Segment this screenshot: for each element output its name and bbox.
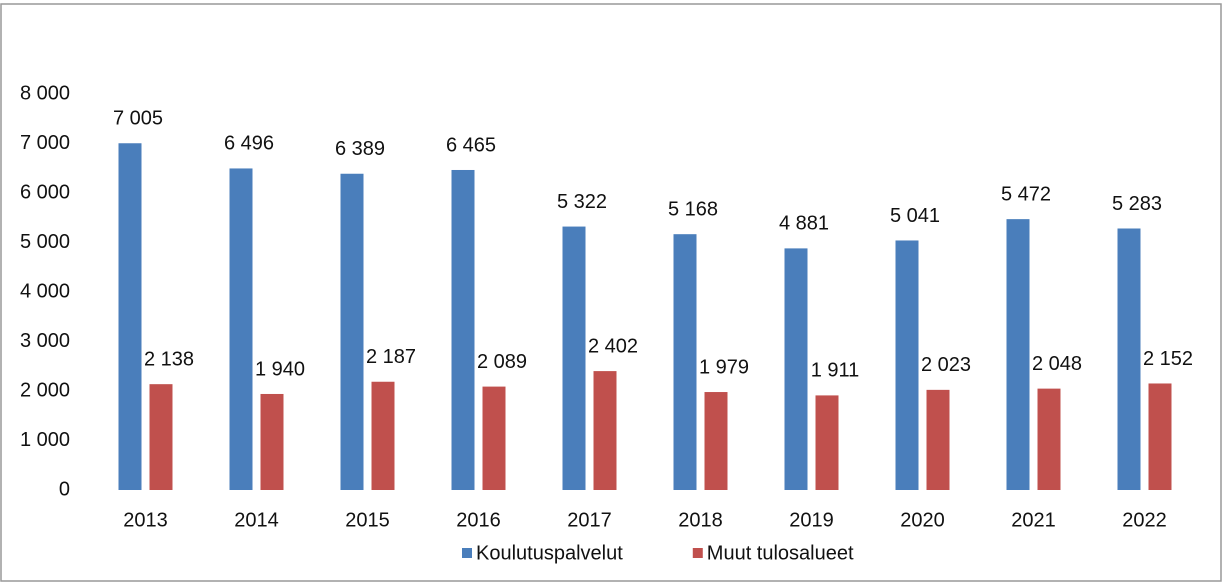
legend-swatch bbox=[692, 548, 703, 558]
x-tick-label: 2014 bbox=[234, 509, 279, 531]
legend-label: Koulutuspalvelut bbox=[476, 542, 623, 564]
x-tick-label: 2019 bbox=[789, 509, 834, 531]
legend-label: Muut tulosalueet bbox=[707, 542, 854, 564]
y-tick-label: 3 000 bbox=[20, 330, 70, 352]
bar bbox=[815, 395, 839, 490]
value-label: 5 168 bbox=[668, 198, 718, 220]
y-tick-label: 1 000 bbox=[20, 429, 70, 451]
value-label: 2 402 bbox=[588, 335, 638, 357]
value-label: 6 389 bbox=[335, 138, 385, 160]
value-label: 6 465 bbox=[446, 134, 496, 156]
bar bbox=[229, 168, 253, 490]
legend-swatch bbox=[462, 548, 472, 558]
value-label: 6 496 bbox=[224, 133, 274, 155]
y-tick-label: 8 000 bbox=[20, 82, 70, 104]
value-label: 1 940 bbox=[255, 358, 305, 380]
x-tick-label: 2021 bbox=[1011, 509, 1056, 531]
bar bbox=[482, 386, 506, 490]
bar bbox=[1006, 219, 1030, 491]
value-label: 2 152 bbox=[1143, 348, 1193, 370]
value-label: 2 187 bbox=[366, 346, 416, 368]
bar bbox=[371, 381, 395, 490]
bar bbox=[1117, 228, 1141, 490]
x-tick-label: 2018 bbox=[678, 509, 723, 531]
bar bbox=[340, 173, 364, 490]
bar bbox=[784, 248, 808, 490]
bar bbox=[260, 393, 284, 490]
value-label: 7 005 bbox=[113, 108, 163, 130]
value-label: 5 041 bbox=[890, 205, 940, 227]
bar bbox=[673, 234, 697, 490]
value-label: 1 911 bbox=[811, 360, 860, 382]
y-tick-label: 5 000 bbox=[20, 231, 70, 253]
value-label: 4 881 bbox=[779, 213, 829, 235]
bar bbox=[593, 371, 617, 490]
bar bbox=[1148, 383, 1172, 490]
y-tick-label: 0 bbox=[59, 478, 70, 500]
y-tick-label: 4 000 bbox=[20, 280, 70, 302]
x-tick-label: 2013 bbox=[123, 509, 168, 531]
bar bbox=[118, 143, 142, 490]
x-tick-label: 2016 bbox=[456, 509, 501, 531]
bar bbox=[562, 226, 586, 490]
value-label: 5 322 bbox=[557, 191, 607, 213]
bar bbox=[149, 384, 173, 490]
bar bbox=[704, 392, 728, 490]
value-label: 2 048 bbox=[1032, 353, 1082, 375]
bar bbox=[926, 389, 950, 490]
x-tick-label: 2017 bbox=[567, 509, 612, 531]
value-label: 5 472 bbox=[1001, 183, 1051, 205]
y-tick-label: 7 000 bbox=[20, 132, 70, 154]
value-label: 5 283 bbox=[1112, 193, 1162, 215]
value-label: 2 089 bbox=[477, 351, 527, 373]
value-label: 2 023 bbox=[921, 354, 971, 376]
bar bbox=[451, 169, 475, 491]
frame bbox=[0, 3, 1222, 582]
y-tick-label: 6 000 bbox=[20, 181, 70, 203]
y-tick-label: 2 000 bbox=[20, 379, 70, 401]
bar bbox=[895, 240, 919, 490]
x-tick-label: 2022 bbox=[1122, 509, 1167, 531]
value-label: 2 138 bbox=[144, 348, 194, 370]
bar bbox=[1037, 388, 1061, 490]
x-tick-label: 2015 bbox=[345, 509, 390, 531]
x-tick-label: 2020 bbox=[900, 509, 945, 531]
value-label: 1 979 bbox=[699, 356, 749, 378]
